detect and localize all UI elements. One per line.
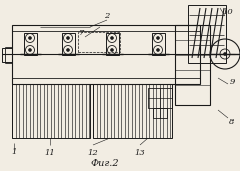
Circle shape bbox=[29, 36, 31, 40]
Bar bbox=[62, 33, 75, 55]
Text: 13: 13 bbox=[135, 149, 145, 157]
Circle shape bbox=[156, 36, 160, 40]
Circle shape bbox=[156, 49, 160, 51]
Text: 10: 10 bbox=[223, 8, 233, 16]
Text: 8: 8 bbox=[229, 118, 235, 126]
Circle shape bbox=[223, 52, 227, 56]
Bar bbox=[153, 108, 167, 118]
Bar bbox=[2, 48, 12, 62]
Bar bbox=[148, 88, 172, 108]
Bar bbox=[78, 32, 120, 52]
Text: 11: 11 bbox=[45, 149, 55, 157]
Text: 2: 2 bbox=[104, 12, 110, 20]
Circle shape bbox=[110, 49, 114, 51]
Text: 1: 1 bbox=[11, 148, 17, 156]
Circle shape bbox=[66, 49, 70, 51]
Bar bbox=[175, 25, 210, 105]
Text: 9: 9 bbox=[229, 78, 235, 86]
Bar bbox=[93, 84, 172, 138]
Bar bbox=[188, 5, 226, 63]
Bar bbox=[152, 33, 165, 55]
Circle shape bbox=[110, 36, 114, 40]
Bar bbox=[106, 33, 119, 55]
Circle shape bbox=[29, 49, 31, 51]
Bar bbox=[12, 84, 90, 138]
Circle shape bbox=[66, 36, 70, 40]
Text: Фиг.2: Фиг.2 bbox=[91, 159, 119, 168]
Bar bbox=[12, 25, 200, 84]
Text: 12: 12 bbox=[88, 149, 98, 157]
Text: 7: 7 bbox=[79, 29, 85, 37]
Bar bbox=[24, 33, 37, 55]
